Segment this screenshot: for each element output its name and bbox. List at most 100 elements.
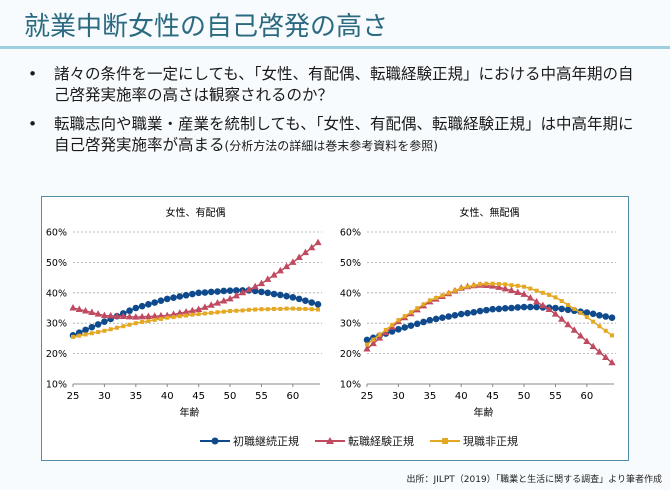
data-point [177,314,182,319]
data-point [125,312,134,320]
data-point [413,320,421,328]
data-point [264,275,272,282]
data-point [190,312,195,317]
data-point [101,318,108,325]
data-point [258,288,265,296]
slide-title: 就業中断女性の自己啓発の高さ [24,12,389,42]
data-point [421,302,426,307]
data-point [439,314,446,322]
data-point [484,281,489,286]
data-point [251,282,259,290]
legend-triangle-marker-icon [315,437,345,444]
bullet-marker: • [28,115,38,133]
data-point [283,292,290,300]
data-point [138,302,146,310]
data-point [213,299,222,306]
data-point [551,310,560,317]
legend-item-hiseiki: 現職非正規 [430,433,518,449]
data-point [182,291,190,299]
data-point [578,310,583,315]
bullet-text: 転職志向や職業・産業を統制しても、「女性、有配偶、転職経験正規」は中高年期に自己… [54,115,634,154]
data-point [246,307,251,312]
data-point [240,308,245,313]
data-point [94,310,102,317]
data-point [383,327,388,332]
data-point [591,319,596,324]
data-point [201,303,209,310]
data-point [566,302,571,307]
data-point [539,301,547,309]
data-point [507,286,516,294]
data-point [547,292,552,297]
data-point [420,318,427,326]
data-point [407,322,415,329]
data-point [369,339,377,347]
data-point [102,328,107,333]
data-point [176,309,184,316]
data-point [157,297,165,305]
x-tick-label: 55 [255,391,268,402]
data-point [589,310,597,318]
data-point [514,304,522,311]
data-point [121,324,126,329]
y-tick-label: 30% [46,319,67,330]
data-point [257,279,266,287]
bullet-text: 諸々の条件を一定にしても、「女性、有配偶、転職経験正規」における中高年期の自己啓… [54,65,634,104]
data-point [158,316,163,321]
data-point [233,287,240,294]
data-point [207,288,215,296]
data-point [195,305,203,313]
data-point [558,315,566,322]
data-point [388,328,396,335]
series-line [366,284,613,364]
x-tick-label: 55 [549,391,562,402]
x-tick-label: 35 [129,391,142,402]
data-point [308,243,316,251]
data-point [265,307,270,312]
y-tick-label: 20% [46,349,67,360]
data-point [220,287,228,295]
data-point [195,289,202,297]
data-point [465,284,470,289]
data-point [146,319,151,324]
chart-title: 女性、無配偶 [460,206,520,219]
data-point [182,307,190,315]
data-point [483,306,490,314]
y-tick-label: 30% [340,319,361,330]
data-point [363,345,371,352]
data-point [395,325,402,333]
data-point [133,321,138,326]
data-point [583,337,591,344]
data-point [151,312,159,319]
data-point [170,294,177,301]
data-point [534,288,539,293]
data-point [489,305,496,313]
legend: 初職継続正規 転職経験正規 現職非正規 [200,433,518,449]
bullet-note: (分析方法の詳細は巻末参考資料を参照) [224,139,438,153]
x-tick-label: 30 [392,391,405,402]
data-point [602,353,610,361]
data-point [171,315,176,320]
data-point [245,285,253,293]
data-point [82,326,89,334]
data-point [119,312,127,320]
data-point [608,358,616,366]
legend-label: 初職継続正規 [233,435,299,448]
data-point [446,291,451,296]
data-point [558,305,566,313]
data-point [533,297,541,305]
data-point [308,299,316,306]
data-point [427,298,432,303]
data-point [514,288,522,295]
data-point [253,307,258,312]
x-tick-label: 40 [455,391,468,402]
data-point [515,283,520,288]
data-point [107,311,115,319]
data-point [309,307,314,312]
legend-circle-marker-icon [200,437,230,445]
data-point [610,333,614,338]
data-point [434,295,439,300]
data-point [375,334,384,341]
legend-square-marker-icon [430,438,460,444]
data-point [165,315,170,320]
